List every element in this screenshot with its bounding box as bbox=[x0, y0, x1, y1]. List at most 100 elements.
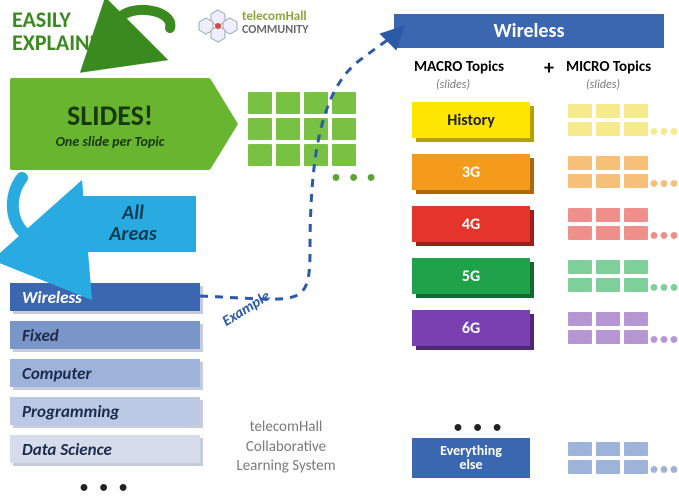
logo-line1: telecomHall bbox=[242, 10, 308, 24]
micro-cell bbox=[596, 330, 620, 344]
micro-cell bbox=[624, 330, 648, 344]
micro-cell bbox=[624, 156, 648, 170]
micro-cell bbox=[568, 122, 592, 136]
micro-cell bbox=[596, 442, 620, 456]
slides-arrow-chevron bbox=[210, 78, 238, 170]
micro-slides-sub: (slides) bbox=[586, 78, 620, 92]
telecomhall-logo-icon bbox=[198, 8, 238, 51]
micro-grid-4g bbox=[568, 208, 648, 240]
area-bar-data-science: Data Science bbox=[10, 435, 200, 463]
micro-cell bbox=[568, 312, 592, 326]
green-grid-cell bbox=[276, 92, 300, 114]
wireless-header-bar: Wireless bbox=[394, 14, 664, 48]
topic-bar-3g: 3G bbox=[412, 154, 530, 190]
micro-cell bbox=[624, 260, 648, 274]
micro-grid-history bbox=[568, 104, 648, 136]
micro-dots: ••• bbox=[650, 460, 679, 479]
macro-word: MACRO bbox=[414, 58, 462, 76]
areas-more-dots: • • • bbox=[80, 478, 131, 497]
green-curl-arrow bbox=[116, 10, 170, 50]
green-grid-cell bbox=[304, 144, 328, 166]
topic-bar-6g: 6G bbox=[412, 310, 530, 346]
all-areas-text: AllAreas bbox=[109, 203, 156, 245]
macro-slides-sub: (slides) bbox=[436, 78, 470, 92]
micro-cell bbox=[568, 208, 592, 222]
micro-cell bbox=[568, 460, 592, 474]
micro-grid-everything-else bbox=[568, 442, 648, 474]
topic-bar-everything-else: Everythingelse bbox=[412, 438, 530, 478]
micro-cell bbox=[596, 312, 620, 326]
micro-cell bbox=[596, 104, 620, 118]
plus-sign: + bbox=[544, 56, 554, 80]
micro-topics-word: Topics bbox=[613, 58, 651, 76]
micro-grid-3g bbox=[568, 156, 648, 188]
green-grid-cell bbox=[276, 144, 300, 166]
footer-l3: Learning System bbox=[206, 457, 366, 477]
green-grid-cell bbox=[248, 118, 272, 140]
micro-cell bbox=[596, 460, 620, 474]
micro-cell bbox=[624, 174, 648, 188]
micro-cell bbox=[596, 156, 620, 170]
micro-cell bbox=[624, 460, 648, 474]
micro-word: MICRO bbox=[566, 58, 610, 76]
easily-explained-title: EASILY EXPLAINED bbox=[12, 8, 114, 54]
micro-cell bbox=[568, 260, 592, 274]
logo-line2: COMMUNITY bbox=[242, 24, 308, 37]
micro-cell bbox=[624, 442, 648, 456]
green-slide-grid bbox=[248, 92, 356, 166]
area-bar-fixed: Fixed bbox=[10, 321, 200, 349]
micro-label: MICRO Topics bbox=[566, 58, 651, 76]
slides-box: SLIDES! One slide per Topic bbox=[10, 78, 210, 170]
micro-cell bbox=[596, 122, 620, 136]
micro-dots: ••• bbox=[650, 226, 679, 245]
example-label: Example bbox=[219, 287, 273, 330]
micro-grid-5g bbox=[568, 260, 648, 292]
slides-subtitle: One slide per Topic bbox=[56, 133, 165, 150]
cyan-curl-arrow bbox=[13, 178, 66, 241]
easily-line1: EASILY bbox=[12, 8, 114, 31]
micro-cell bbox=[568, 174, 592, 188]
micro-cell bbox=[596, 208, 620, 222]
green-grid-cell bbox=[248, 144, 272, 166]
micro-cell bbox=[624, 122, 648, 136]
area-bar-wireless: Wireless bbox=[10, 283, 200, 311]
green-grid-cell bbox=[304, 92, 328, 114]
slides-title: SLIDES! bbox=[67, 98, 153, 133]
micro-cell bbox=[596, 226, 620, 240]
micro-cell bbox=[568, 156, 592, 170]
micro-cell bbox=[624, 208, 648, 222]
all-areas-box: AllAreas bbox=[70, 196, 196, 252]
easily-line2: EXPLAINED bbox=[12, 31, 114, 54]
footer-l2: Collaborative bbox=[206, 438, 366, 458]
area-bar-computer: Computer bbox=[10, 359, 200, 387]
topic-bar-4g: 4G bbox=[412, 206, 530, 242]
telecomhall-logo-text: telecomHall COMMUNITY bbox=[242, 10, 308, 36]
micro-cell bbox=[568, 104, 592, 118]
green-grid-cell bbox=[332, 92, 356, 114]
green-grid-cell bbox=[332, 144, 356, 166]
green-grid-dots: • • • bbox=[332, 168, 378, 187]
green-grid-cell bbox=[304, 118, 328, 140]
micro-dots: ••• bbox=[650, 174, 679, 193]
wireless-header-text: Wireless bbox=[494, 19, 565, 43]
micro-cell bbox=[624, 104, 648, 118]
micro-cell bbox=[624, 312, 648, 326]
micro-cell bbox=[568, 330, 592, 344]
footer-l1: telecomHall bbox=[206, 418, 366, 438]
green-grid-cell bbox=[276, 118, 300, 140]
topic-bar-5g: 5G bbox=[412, 258, 530, 294]
micro-dots: ••• bbox=[650, 278, 679, 297]
micro-grid-6g bbox=[568, 312, 648, 344]
green-grid-cell bbox=[332, 118, 356, 140]
macro-label: MACRO Topics bbox=[414, 58, 504, 76]
micro-cell bbox=[596, 174, 620, 188]
topics-more-dots: • • • bbox=[454, 418, 505, 437]
micro-cell bbox=[596, 260, 620, 274]
area-bar-programming: Programming bbox=[10, 397, 200, 425]
footer-caption: telecomHall Collaborative Learning Syste… bbox=[206, 418, 366, 477]
micro-cell bbox=[568, 226, 592, 240]
micro-dots: ••• bbox=[650, 330, 679, 349]
micro-cell bbox=[568, 442, 592, 456]
micro-cell bbox=[568, 278, 592, 292]
green-grid-cell bbox=[248, 92, 272, 114]
